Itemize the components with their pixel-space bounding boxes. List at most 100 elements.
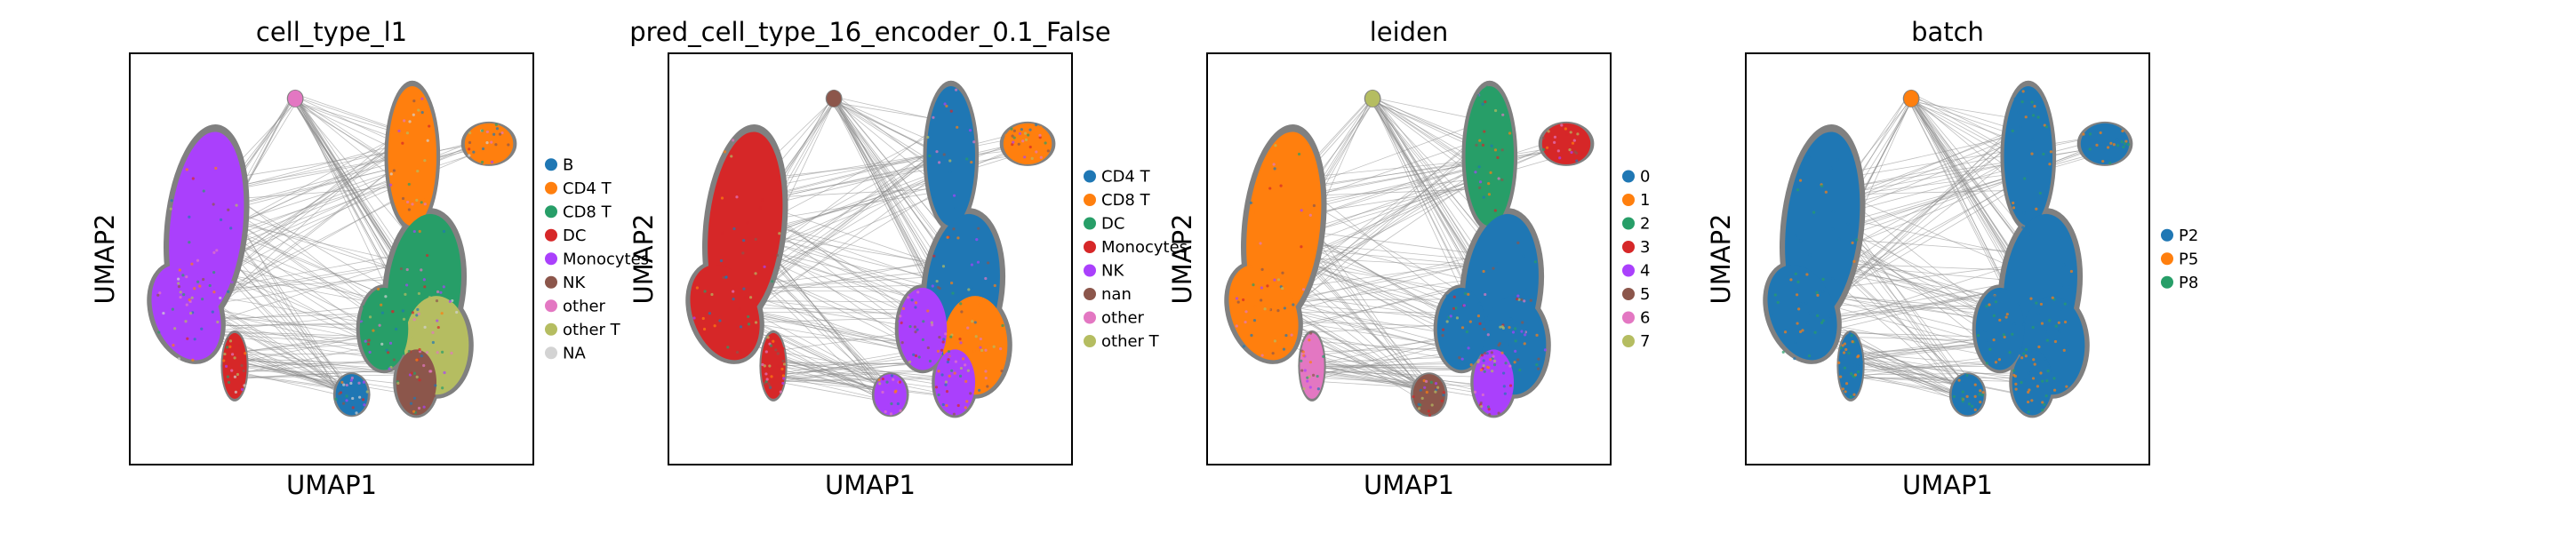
cell-point [942,375,947,379]
cell-point [468,140,472,145]
cell-point [468,154,471,157]
legend-marker [545,299,557,313]
cell-point [1560,123,1564,127]
cell-point [2120,140,2124,144]
cell-point [362,380,366,384]
cell-point [2012,369,2016,372]
cell-point [958,374,963,378]
cell-point [423,285,427,289]
cell-point [233,375,237,378]
cell-point [732,298,735,301]
legend-label: NK [1101,262,1124,281]
cell-point [1849,394,1852,399]
cell-point [417,291,421,296]
cell-point [1553,135,1557,139]
cell-point [1244,310,1248,314]
cell-point [1281,286,1284,290]
cell-point [1485,85,1489,89]
legend-label: CD4 T [1101,168,1151,187]
legend-label: 6 [1640,309,1650,328]
cell-point [949,335,953,338]
cell-point [2029,297,2033,300]
cell-point [399,266,404,271]
cell-point [952,227,956,231]
cell-point [1478,322,1482,325]
cell-point [365,390,369,394]
graph-edge [203,135,492,268]
graph-edge [1281,145,1565,193]
cell-point [2047,364,2051,368]
legend-label: CD8 T [1101,191,1151,210]
cell-point [416,307,420,312]
cell-point [916,293,920,298]
cell-point [924,340,928,344]
cell-point [1967,402,1972,406]
graph-edge [770,378,886,392]
cell-point [942,338,946,341]
graph-edge [768,379,893,403]
cell-point [1524,333,1527,337]
cell-point [484,123,489,128]
cell-point [361,322,364,325]
cell-point [420,97,424,100]
legend-marker [1084,241,1096,253]
cell-point [236,372,240,377]
cell-point [1452,295,1456,298]
cell-point [1486,405,1491,409]
cell-point [1973,392,1977,396]
cell-point [415,358,419,362]
cell-point [436,351,439,354]
cell-point [1821,290,1825,293]
cell-point [1839,346,1843,350]
cell-point [1012,140,1015,144]
cell-point [1500,351,1504,354]
cell-point [2109,141,2113,145]
cell-point [412,396,417,400]
cell-point [781,346,785,350]
cell-point [1850,334,1853,338]
cell-point [1850,372,1853,376]
cell-point [450,351,453,355]
legend-marker [545,228,557,242]
cell-point [1259,242,1262,245]
cell-point [340,380,344,384]
cell-point [776,352,780,355]
cell-point [2044,357,2047,361]
cell-point [739,325,743,329]
cell-point [1412,394,1415,399]
cell-point [977,227,980,230]
axes-frame [1745,52,2150,465]
cell-point [941,402,945,407]
cell-point [1847,351,1851,355]
cell-point [1042,154,1045,157]
cell-point [968,397,972,402]
cell-point [2095,143,2099,147]
cell-point [188,298,191,302]
cell-point [1496,353,1500,356]
graph-edge [1308,363,1428,386]
cell-point [1273,278,1276,282]
cell-point [227,290,230,293]
cell-point [2060,283,2064,287]
cell-point [2041,401,2044,404]
cell-point [922,320,925,323]
x-axis-label: UMAP1 [286,470,377,500]
cell-point [1028,128,1032,131]
cell-point [900,341,904,345]
cell-point [1449,314,1452,318]
cell-point [2019,125,2022,129]
cell-point [2089,136,2092,139]
cell-point [965,400,969,403]
cell-point [1992,338,1996,342]
cell-point [2012,353,2016,356]
cell-point [1035,123,1038,127]
cell-point [423,325,427,329]
cell-point [388,341,393,345]
cell-point [1860,360,1863,364]
cluster-points [1903,90,1919,107]
cell-point [1001,323,1004,328]
cell-point [1316,387,1320,391]
cell-point [431,340,435,345]
cell-point [1038,136,1042,139]
cell-point [189,308,193,312]
